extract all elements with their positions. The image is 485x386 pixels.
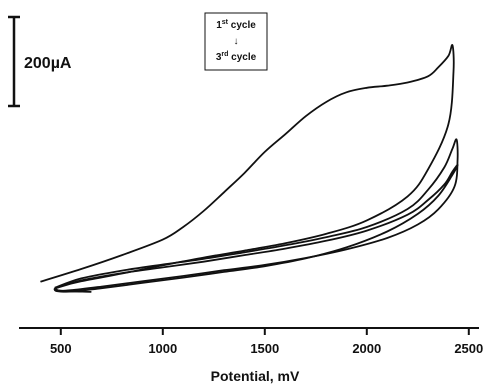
x-tick-label: 2500 xyxy=(454,341,483,356)
x-tick-label: 1500 xyxy=(250,341,279,356)
current-scale-bar xyxy=(8,15,20,108)
cycle-curve-2 xyxy=(54,138,459,292)
x-tick-label: 2000 xyxy=(352,341,381,356)
scale-bar-label: 200µA xyxy=(24,55,72,72)
cycle-curve-1 xyxy=(40,43,455,293)
cycle-legend: 1st cycle ↓ 3rd cycle xyxy=(204,12,268,71)
legend-first-cycle: 1st cycle xyxy=(216,19,256,31)
legend-arrow: ↓ xyxy=(234,36,239,47)
legend-last-cycle: 3rd cycle xyxy=(216,51,257,63)
x-tick-label: 500 xyxy=(50,341,72,356)
x-tick-label: 1000 xyxy=(148,341,177,356)
x-axis-title: Potential, mV xyxy=(211,368,300,384)
cycle-curve-3 xyxy=(53,163,459,293)
x-axis-ticks: 500 1000 1500 2000 2500 xyxy=(50,328,483,356)
voltammogram-curves xyxy=(40,43,459,293)
